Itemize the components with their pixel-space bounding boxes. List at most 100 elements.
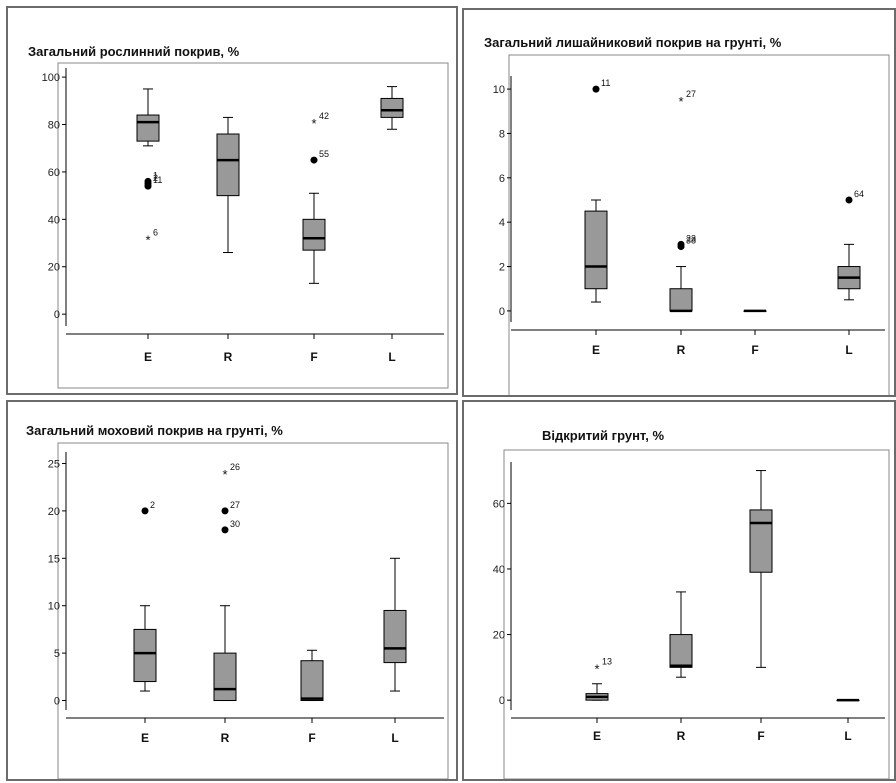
chart-title: Відкритий грунт, % [542,428,665,443]
y-tick-label: 40 [493,564,505,576]
plot-frame [508,54,890,395]
y-tick-label: 0 [499,695,505,707]
chart-moss-cover: Загальний моховий покрив на грунті, % 0 5 1… [26,423,449,779]
y-tick-label: 60 [48,167,60,179]
x-tick-label: R [677,729,686,743]
panel-moss-cover: Загальний моховий покрив на грунті, % 0 5 1… [6,400,458,781]
box-F [302,192,326,284]
x-tick-label: E [141,731,149,745]
outlier-label: 55 [319,149,329,159]
iqr-box [136,114,160,142]
box-F [749,470,773,668]
extreme-point: * [594,661,599,676]
plot-frame [503,449,890,779]
x-tick-label: E [593,729,601,743]
chart-title: Загальний рослинний покрив, % [28,44,240,59]
iqr-box [584,210,608,290]
box-R [213,605,237,702]
outlier-label: 1 [153,170,158,180]
box-E [585,683,609,701]
iqr-box [669,288,693,312]
outlier-label: 6 [153,227,158,237]
y-tick-label: 60 [493,498,505,510]
x-tick-label: F [757,729,764,743]
extreme-point: * [222,467,227,482]
y-tick-label: 80 [48,120,60,132]
outlier-label: 64 [854,189,864,199]
outlier-point [845,196,853,204]
outlier-label: 11 [601,78,610,88]
box-R [669,591,693,678]
extreme-point: * [311,116,316,131]
x-tick-label: R [677,343,686,357]
chart-title: Загальний лишайниковий покрив на грунті,… [484,35,782,50]
outlier-label: 38 [686,236,696,246]
x-tick-label: L [845,343,852,357]
outlier-point [310,156,318,164]
outlier-label: 2 [150,500,155,510]
y-tick-label: 0 [499,306,505,318]
outlier-label: 13 [602,656,612,666]
y-tick-label: 0 [54,309,60,321]
x-tick-label: F [751,343,758,357]
box-F [300,649,324,702]
x-tick-label: E [144,350,152,364]
box-E [136,88,160,147]
y-tick-label: 25 [48,458,60,470]
panel-bare-ground: Відкритий грунт, % 0 20 40 60 E R F L * 13 [462,400,896,781]
box-E [133,605,157,692]
y-tick-label: 40 [48,214,60,226]
y-tick-label: 100 [42,72,60,84]
x-tick-label: F [310,350,317,364]
x-tick-label: L [844,729,851,743]
iqr-box [749,509,773,573]
x-tick-label: L [388,350,395,364]
plot-frame [57,62,449,389]
iqr-box [300,660,324,702]
chart-bare-ground: Відкритий грунт, % 0 20 40 60 E R F L * 13 [493,428,890,779]
outlier-point [592,85,600,93]
extreme-point: * [678,94,683,109]
y-tick-label: 15 [48,553,60,565]
box-L [380,86,404,130]
x-tick-label: R [221,731,230,745]
box-L [383,557,407,692]
iqr-box [213,652,237,702]
box-L [836,698,860,702]
y-tick-label: 20 [493,630,505,642]
chart-title: Загальний моховий покрив на грунті, % [26,423,283,438]
y-tick-label: 20 [48,262,60,274]
outlier-label: 26 [230,462,240,472]
box-F [743,309,767,313]
iqr-box [383,609,407,664]
y-tick-label: 5 [54,648,60,660]
x-tick-label: L [391,731,398,745]
outlier-point [144,182,152,190]
outlier-point [221,507,229,515]
box-L [837,243,861,301]
iqr-box [380,97,404,118]
chart-lichen-cover: Загальний лишайниковий покрив на грунті,… [484,35,890,395]
y-tick-label: 10 [48,601,60,613]
outlier-point [677,243,685,251]
outlier-label: 23 [686,233,696,243]
outlier-label: 42 [319,111,329,121]
box-R [669,266,693,313]
iqr-box [133,628,157,683]
panel-total-vegetation-cover: Загальний рослинний покрив, % 0 20 40 60 80 10… [6,6,458,395]
outlier-label: 2 [153,173,158,183]
iqr-box [669,634,693,668]
iqr-box [302,218,326,251]
y-tick-label: 0 [54,696,60,708]
chart-total-vegetation-cover: Загальний рослинний покрив, % 0 20 40 60 80 10… [28,44,449,389]
x-tick-label: R [224,350,233,364]
y-tick-label: 10 [493,84,505,96]
outlier-label: 27 [230,500,240,510]
outlier-label: 27 [686,89,696,99]
y-tick-label: 6 [499,173,505,185]
plot-frame [57,442,449,779]
x-tick-label: E [592,343,600,357]
y-tick-label: 4 [499,217,505,229]
x-tick-label: F [308,731,315,745]
outlier-label: 30 [230,519,240,529]
